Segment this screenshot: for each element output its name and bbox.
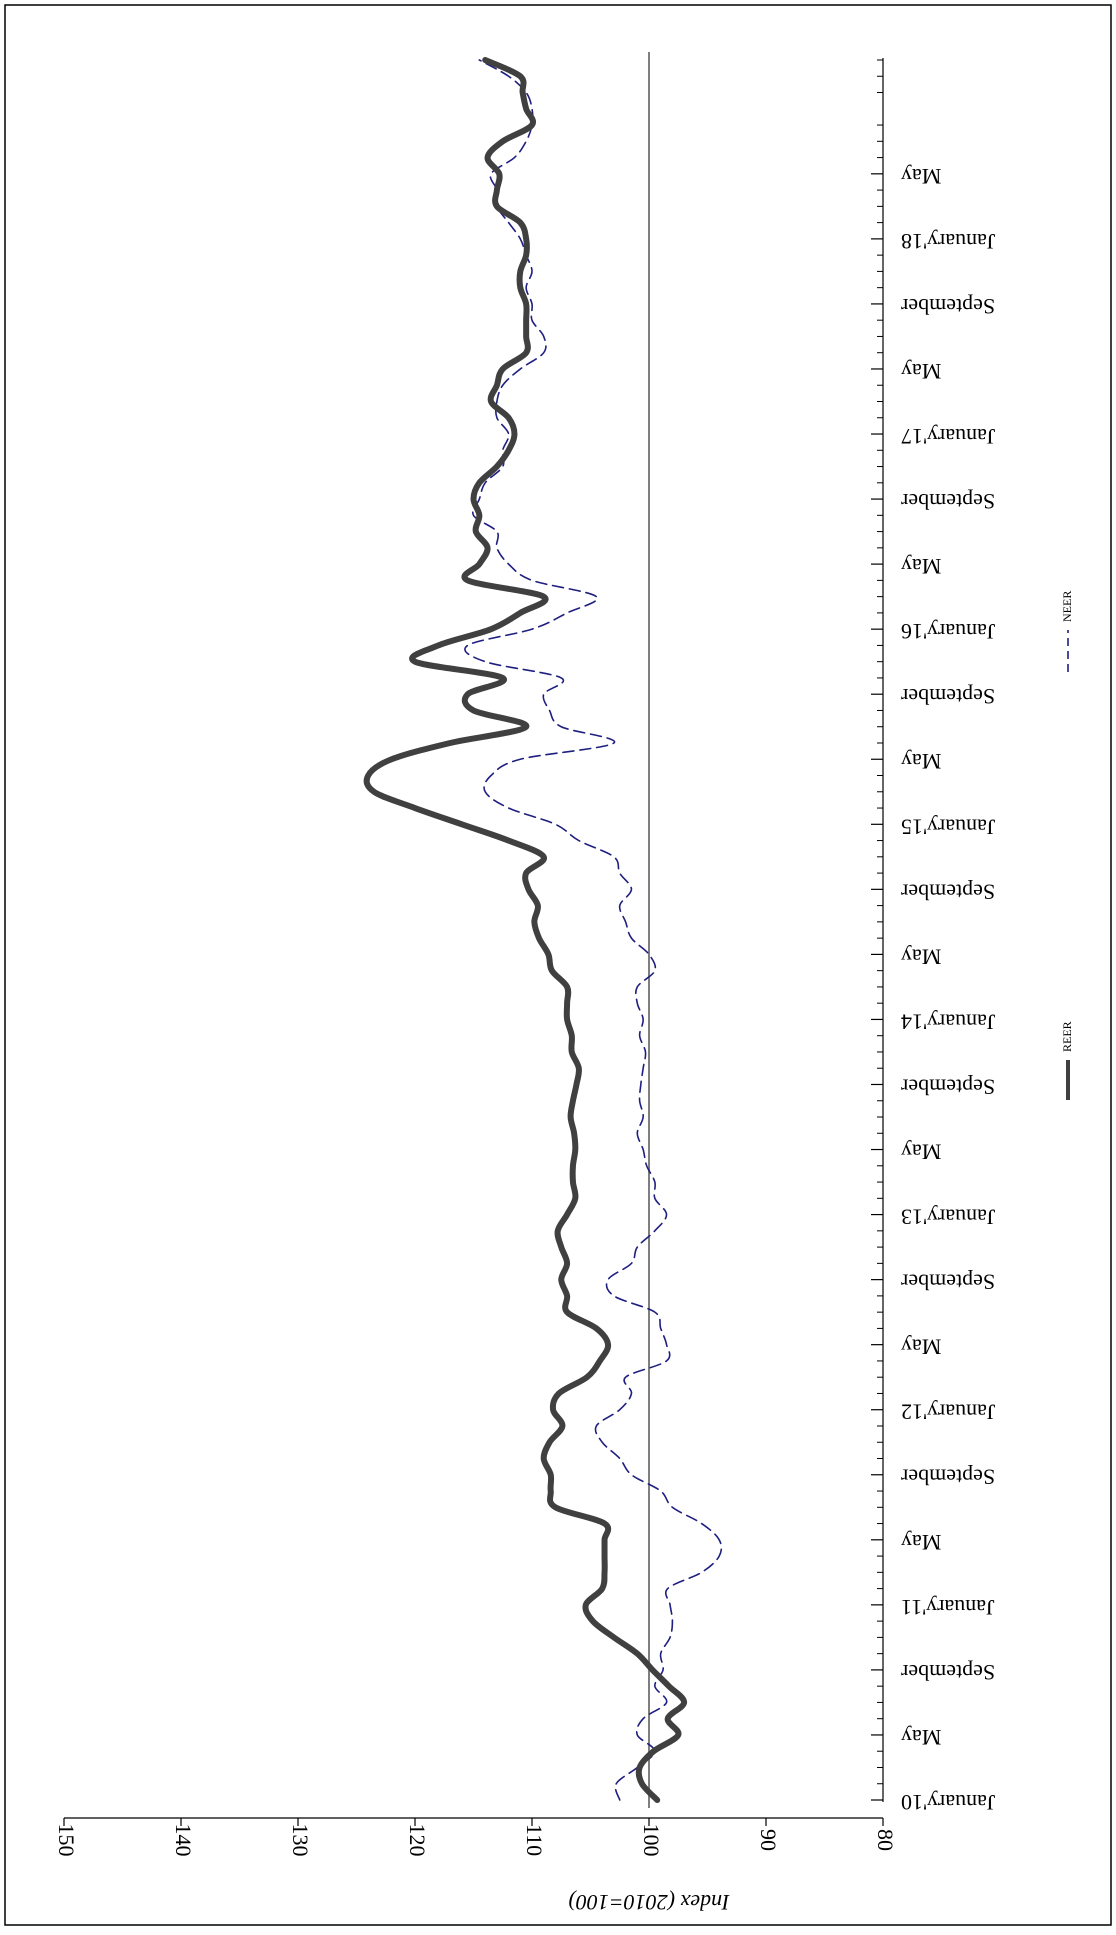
x-tick-label: September xyxy=(900,1660,995,1685)
x-tick-label: May xyxy=(901,1530,941,1555)
chart-border xyxy=(4,4,1112,1926)
labels-layer: 80 90 100 110 120 130 140 150 January'10 May Septe… xyxy=(54,164,995,1915)
legend-item-reer: REER xyxy=(1060,1021,1074,1100)
legend: REER NEER xyxy=(1060,591,1074,1100)
x-tick-label: January'10 xyxy=(901,1790,995,1815)
x-tick-label: September xyxy=(900,879,995,904)
x-tick-label: May xyxy=(901,554,941,579)
series-line-reer xyxy=(363,57,688,1803)
y-tick-label: 80 xyxy=(873,1829,898,1851)
x-tick-label: September xyxy=(900,1270,995,1295)
x-tick-label: January'12 xyxy=(901,1400,995,1425)
x-tick-label: September xyxy=(900,1074,995,1099)
x-tick-label: May xyxy=(901,944,941,969)
y-tick-label: 150 xyxy=(54,1824,79,1857)
x-tick-label: September xyxy=(900,489,995,514)
x-tick-label: January'15 xyxy=(901,814,995,839)
x-tick-label: January'13 xyxy=(901,1205,995,1230)
y-tick-label: 100 xyxy=(639,1824,664,1857)
x-tick-label: January'18 xyxy=(901,229,995,254)
x-tick-label: May xyxy=(901,359,941,384)
x-tick-label: January'14 xyxy=(901,1009,995,1034)
x-tick-label: May xyxy=(901,1335,941,1360)
x-tick-label: September xyxy=(900,294,995,319)
chart-rotated-group: REER NEER 80 90 100 110 120 130 140 150 January'1… xyxy=(54,52,1074,1915)
x-tick-label: May xyxy=(901,164,941,189)
y-tick-label: 130 xyxy=(288,1824,313,1857)
y-tick-label: 140 xyxy=(171,1824,196,1857)
series-layer xyxy=(363,57,723,1803)
series-line-neer xyxy=(464,59,723,1801)
x-tick-label: May xyxy=(901,1139,941,1164)
x-tick-label: September xyxy=(900,1465,995,1490)
x-tick-label: January'11 xyxy=(901,1595,995,1620)
y-tick-label: 110 xyxy=(522,1824,547,1856)
x-tick-label: May xyxy=(901,1725,941,1750)
x-tick-label: September xyxy=(900,684,995,709)
x-tick-label: January'16 xyxy=(901,619,995,644)
y-tick-label: 120 xyxy=(405,1824,430,1857)
y-axis-title: Index (2010=100) xyxy=(569,1890,731,1915)
legend-label-reer: REER xyxy=(1060,1021,1074,1052)
y-tick-label: 90 xyxy=(756,1829,781,1851)
legend-item-neer: NEER xyxy=(1060,591,1074,672)
axes-layer xyxy=(63,52,884,1826)
x-tick-label: May xyxy=(901,749,941,774)
x-tick-label: January'17 xyxy=(901,424,995,449)
legend-label-neer: NEER xyxy=(1060,591,1074,622)
